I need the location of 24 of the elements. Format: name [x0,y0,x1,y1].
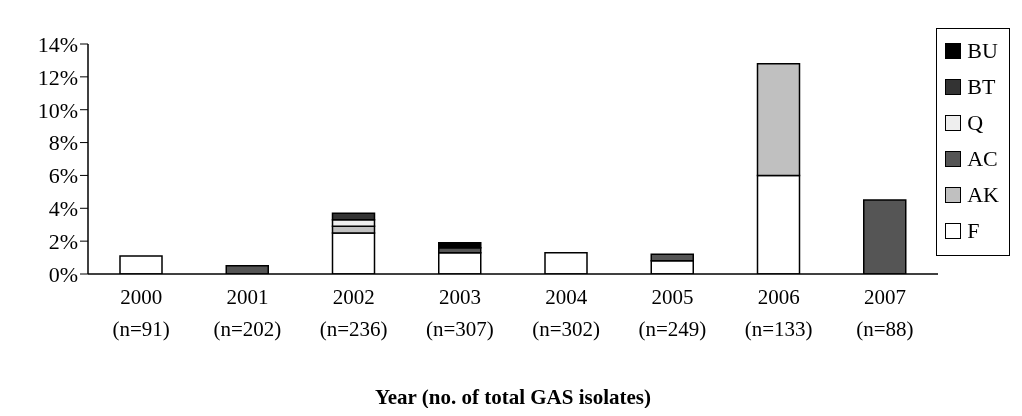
legend-label: AC [967,146,998,172]
legend-label: F [967,218,980,244]
y-tick-label: 6% [48,163,78,189]
x-tick-label: 2007 (n=88) [856,285,914,341]
legend-label: AK [967,182,999,208]
legend-label: BT [967,74,996,100]
y-tick-label: 4% [48,196,78,222]
y-tick-label: 10% [37,97,78,123]
y-tick-label: 12% [37,64,78,90]
y-tick-label: 0% [48,261,78,287]
y-tick-label: 14% [37,31,78,57]
legend-label: Q [967,110,984,136]
x-axis-title: Year (no. of total GAS isolates) [374,385,652,409]
x-tick-label: 2000 (n=91) [112,285,170,341]
x-tick-label: 2001 (n=202) [213,285,282,341]
bar [438,242,482,249]
x-tick-label: 2003 (n=307) [425,285,494,341]
x-tick-label: 2005 (n=249) [638,285,707,341]
x-tick-label: 2004 (n=302) [532,285,601,341]
x-tick-label: 2006 (n=133) [744,285,813,341]
y-tick-label: 8% [48,130,78,156]
x-tick-label: 2002 (n=236) [319,285,388,341]
y-tick-label: 2% [48,228,78,254]
legend-label: BU [967,38,998,64]
